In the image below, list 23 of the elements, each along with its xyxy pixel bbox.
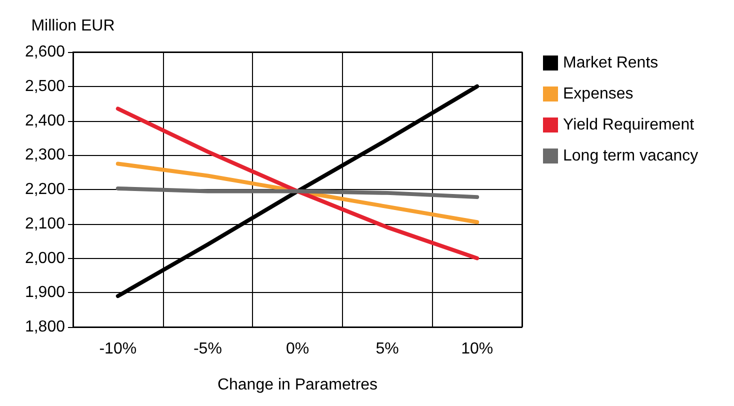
legend-label: Yield Requirement: [563, 116, 695, 134]
y-tick-label: 2,000: [24, 250, 66, 267]
legend-label: Market Rents: [563, 54, 658, 72]
legend-label: Long term vacancy: [563, 148, 698, 164]
line-series: [116, 106, 480, 260]
line-series: [116, 162, 480, 224]
line-series: [116, 186, 480, 200]
y-tick-label: 2,500: [24, 78, 66, 95]
y-tick-label: 1,800: [24, 318, 66, 336]
x-tick-label: -10%: [99, 340, 137, 358]
y-tick-label: 2,300: [24, 146, 66, 164]
x-tick-label: 5%: [376, 340, 399, 358]
y-tick-label: 2,400: [24, 112, 66, 130]
y-tick-label: 2,100: [24, 215, 66, 232]
x-tick-label: 0%: [286, 340, 310, 358]
legend-label: Expenses: [563, 86, 634, 102]
x-axis-title: Change in Parametres: [217, 376, 378, 394]
y-tick-label: 1,900: [24, 284, 66, 302]
y-axis-title: Million EUR: [31, 18, 115, 34]
y-tick-label: 2,600: [24, 44, 66, 60]
x-tick-label: 10%: [461, 340, 494, 358]
x-tick-label: -5%: [193, 340, 222, 358]
y-tick-label: 2,200: [24, 181, 66, 198]
